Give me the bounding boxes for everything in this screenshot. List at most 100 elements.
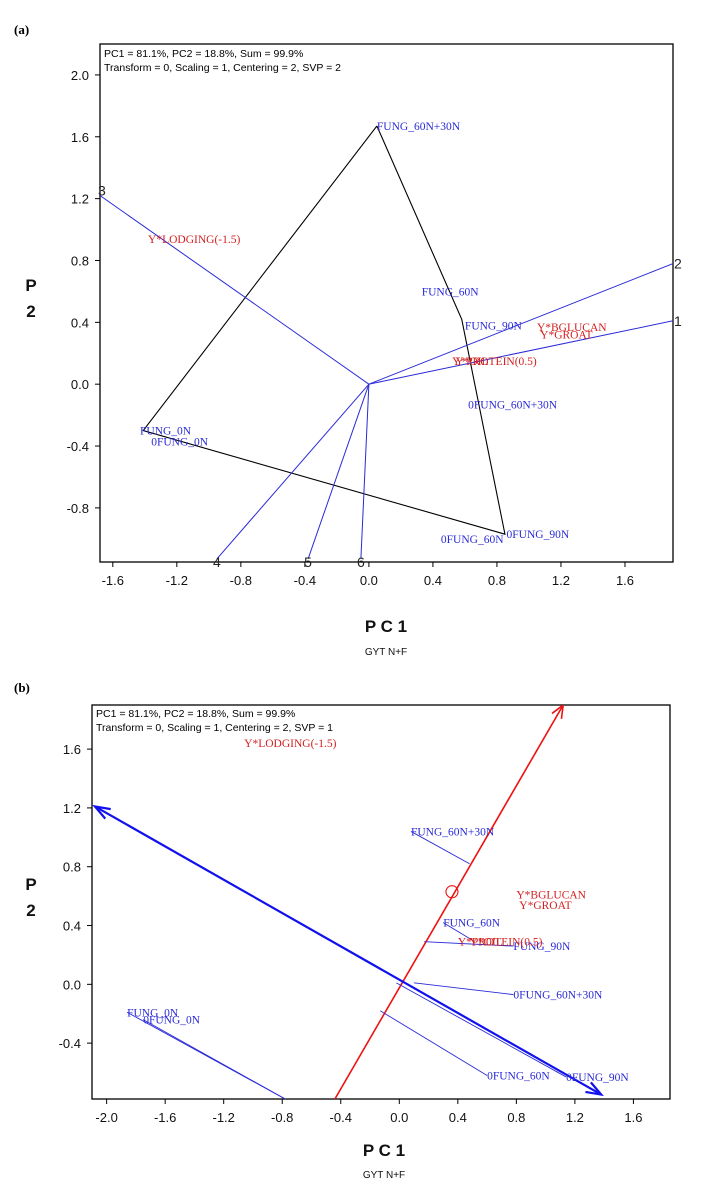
chart-b-x-tick-label: 0.4 xyxy=(449,1110,467,1125)
chart-b-projection-line xyxy=(424,941,514,947)
chart-b-genotype-label: 0FUNG_60N xyxy=(487,1070,550,1082)
chart-a-sector-ray-5 xyxy=(307,384,370,560)
chart-b-x-tick-label: -0.4 xyxy=(330,1110,352,1125)
chart-a-sector-number: 5 xyxy=(304,554,312,570)
chart-a-x-tick-label: -1.6 xyxy=(102,573,124,588)
chart-b-trait-label: Y*LODGING(-1.5) xyxy=(244,738,336,750)
chart-b-plot-frame xyxy=(91,704,671,1100)
chart-b-projection-line xyxy=(413,982,514,996)
chart-b-genotype-label: FUNG_60N+30N xyxy=(411,826,495,838)
chart-a-genotype-label: FUNG_90N xyxy=(465,320,523,332)
chart-a-x-tick-label: 0.0 xyxy=(360,573,378,588)
chart-b-average-environment-arrow xyxy=(551,705,564,719)
chart-a-sector-number: 6 xyxy=(357,554,365,570)
chart-a-info-variance: PC1 = 81.1%, PC2 = 18.8%, Sum = 99.9% xyxy=(104,48,303,60)
chart-b-x-tick-label: -1.2 xyxy=(212,1110,234,1125)
chart-a-sector-ray-6 xyxy=(360,384,370,559)
chart-a-caption: GYT N+F xyxy=(365,647,407,658)
chart-b-trait-label: Y*PROTEIN(0.5) xyxy=(458,937,543,949)
chart-b-y-tick-label: -0.4 xyxy=(59,1036,81,1051)
chart-a-genotype-label: 0FUNG_60N+30N xyxy=(468,399,558,411)
chart-a-genotype-label: FUNG_60N+30N xyxy=(377,121,461,133)
chart-b-x-tick-label: 0.8 xyxy=(507,1110,525,1125)
chart-b-projection-line xyxy=(410,831,470,865)
chart-a-y-tick-label: -0.8 xyxy=(67,501,89,516)
chart-b-x-tick-label: -0.8 xyxy=(271,1110,293,1125)
panel-b-label: (b) xyxy=(14,680,30,695)
chart-b-trait-label: Y*OIL xyxy=(470,937,503,949)
chart-b-genotype-label: FUNG_0N xyxy=(127,1007,179,1019)
chart-b-genotype-label: FUNG_60N xyxy=(443,918,501,930)
chart-b-average-tester-arrow-head xyxy=(585,1081,605,1097)
chart-a-trait-label: Y*PROTEIN(0.5) xyxy=(452,356,537,368)
chart-a-genotype-label: 0FUNG_0N xyxy=(151,436,209,448)
chart-a-genotype-label: 0FUNG_90N xyxy=(507,529,570,541)
chart-b-y-axis-title: P xyxy=(25,875,36,894)
chart-b-y-tick-label: 1.2 xyxy=(63,801,81,816)
chart-a-trait-label: Y*OIL xyxy=(455,356,488,368)
chart-a-genotype-label: FUNG_60N xyxy=(422,286,480,298)
chart-a-plot-area xyxy=(100,125,673,560)
chart-a-sector-number: 2 xyxy=(674,256,682,272)
chart-b-x-tick-label: 1.6 xyxy=(624,1110,642,1125)
chart-b-genotype-label: FUNG_90N xyxy=(513,941,571,953)
chart-a-y-tick-label: 0.0 xyxy=(71,377,89,392)
chart-b-genotype-label: 0FUNG_90N xyxy=(566,1072,629,1084)
chart-b-genotype-label: 0FUNG_60N+30N xyxy=(513,990,603,1002)
chart-b-y-axis-title-suffix: 2 xyxy=(26,901,35,920)
chart-a-y-tick-label: 0.8 xyxy=(71,253,89,268)
chart-b-y-tick-label: 1.6 xyxy=(63,742,81,757)
chart-a-x-tick-label: 0.4 xyxy=(424,573,442,588)
chart-b-x-tick-label: -2.0 xyxy=(95,1110,117,1125)
chart-b-caption: GYT N+F xyxy=(363,1170,405,1181)
chart-b-info-variance: PC1 = 81.1%, PC2 = 18.8%, Sum = 99.9% xyxy=(96,708,295,720)
chart-a-sector-number: 4 xyxy=(213,554,221,570)
chart-b-y-tick-label: 0.0 xyxy=(63,977,81,992)
chart-a-sector-number: 1 xyxy=(674,313,682,329)
chart-b-x-tick-label: 1.2 xyxy=(566,1110,584,1125)
chart-a-sector-ray-1 xyxy=(368,320,673,385)
chart-b-projection-line xyxy=(442,922,473,941)
chart-b-x-axis-title: P C 1 xyxy=(363,1141,405,1160)
chart-a-polygon-hull xyxy=(142,125,506,535)
chart-a-y-tick-label: -0.4 xyxy=(67,439,89,454)
chart-a-trait-label: Y*GROAT xyxy=(540,330,592,342)
chart-b-info-settings: Transform = 0, Scaling = 1, Centering = … xyxy=(96,722,333,734)
chart-a-y-tick-label: 1.2 xyxy=(71,192,89,207)
chart-a-sector-ray-3 xyxy=(100,195,370,385)
chart-a-info-settings: Transform = 0, Scaling = 1, Centering = … xyxy=(104,62,341,74)
chart-a-x-axis-title: P C 1 xyxy=(365,617,407,636)
chart-b-projection-line xyxy=(126,1011,287,1099)
chart-b-genotype-label: 0FUNG_0N xyxy=(143,1015,201,1027)
chart-a-x-tick-label: 0.8 xyxy=(488,573,506,588)
chart-a-sector-number: 3 xyxy=(98,183,106,199)
chart-b-projection-line xyxy=(142,1019,287,1099)
chart-a-y-axis-title: P xyxy=(25,276,36,295)
chart-b-plot-area xyxy=(92,705,605,1099)
chart-a-x-tick-label: 1.6 xyxy=(616,573,634,588)
chart-a-sector-ray-2 xyxy=(368,263,673,385)
chart-a-genotype-label: FUNG_0N xyxy=(140,426,192,438)
chart-b-x-tick-label: 0.0 xyxy=(390,1110,408,1125)
chart-b-projection-line xyxy=(396,982,567,1078)
chart-a-x-tick-label: -0.4 xyxy=(294,573,316,588)
chart-b-trait-label: Y*BGLUCAN xyxy=(516,890,586,902)
chart-a-sector-ray-4 xyxy=(216,383,370,560)
chart-b-average-environment-marker xyxy=(445,885,459,899)
panel-a-label: (a) xyxy=(14,22,30,37)
chart-b-y-tick-label: 0.8 xyxy=(63,860,81,875)
chart-a-x-tick-label: 1.2 xyxy=(552,573,570,588)
chart-b-projection-line xyxy=(380,1010,488,1076)
chart-a-x-tick-label: -1.2 xyxy=(166,573,188,588)
chart-a-x-tick-label: -0.8 xyxy=(230,573,252,588)
chart-a-y-axis-title-suffix: 2 xyxy=(26,302,35,321)
chart-a-y-tick-label: 0.4 xyxy=(71,315,89,330)
chart-a-trait-label: Y*BGLUCAN xyxy=(537,322,607,334)
chart-a-plot-frame xyxy=(99,43,674,563)
chart-a-trait-label: Y*LODGING(-1.5) xyxy=(148,234,240,246)
chart-b-average-environment-axis xyxy=(334,705,564,1099)
chart-a-y-tick-label: 2.0 xyxy=(71,68,89,83)
chart-b-x-tick-label: -1.6 xyxy=(154,1110,176,1125)
chart-a-genotype-label: 0FUNG_60N xyxy=(441,534,504,546)
